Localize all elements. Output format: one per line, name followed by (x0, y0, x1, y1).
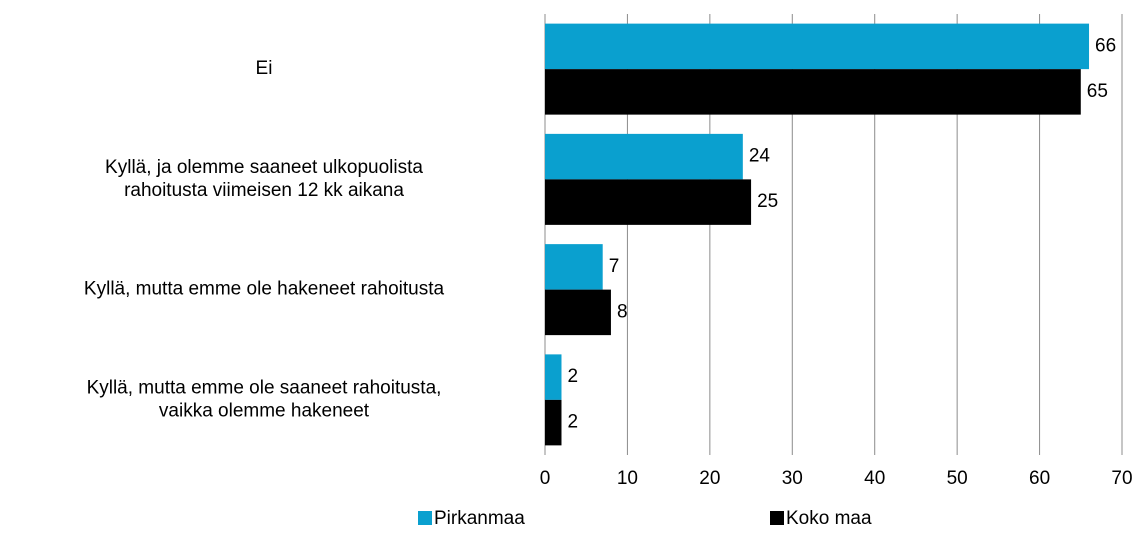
x-tick-label: 10 (617, 468, 638, 489)
legend-label: Koko maa (786, 508, 872, 528)
bar (545, 23, 1090, 70)
bar (545, 179, 752, 225)
value-label: 8 (617, 301, 628, 322)
x-tick-label: 70 (1111, 468, 1132, 489)
x-tick-label: 40 (864, 468, 885, 489)
category-label: rahoitusta viimeisen 12 kk aikana (124, 180, 404, 201)
bar (545, 354, 562, 400)
bar (545, 289, 611, 336)
legend-swatch (418, 511, 432, 525)
value-label: 2 (567, 366, 578, 387)
value-label: 66 (1095, 35, 1116, 56)
bar (545, 399, 562, 446)
bar (545, 133, 743, 180)
bar (545, 69, 1081, 115)
x-tick-label: 20 (699, 468, 720, 489)
category-label: vaikka olemme hakeneet (159, 400, 370, 421)
value-label: 65 (1087, 81, 1108, 102)
value-label: 25 (757, 191, 778, 212)
category-label: Ei (256, 58, 273, 79)
value-label: 2 (567, 412, 578, 433)
value-label: 24 (749, 146, 771, 167)
category-label: Kyllä, mutta emme ole saaneet rahoitusta… (87, 377, 442, 398)
legend-swatch (770, 511, 784, 525)
value-label: 7 (609, 256, 620, 277)
x-tick-label: 50 (947, 468, 968, 489)
x-tick-label: 0 (540, 468, 551, 489)
x-tick-label: 30 (782, 468, 803, 489)
category-label: Kyllä, mutta emme ole hakeneet rahoitust… (84, 279, 445, 300)
legend-label: Pirkanmaa (434, 508, 525, 528)
x-tick-label: 60 (1029, 468, 1050, 489)
bar (545, 244, 603, 290)
category-label: Kyllä, ja olemme saaneet ulkopuolista (105, 157, 423, 178)
